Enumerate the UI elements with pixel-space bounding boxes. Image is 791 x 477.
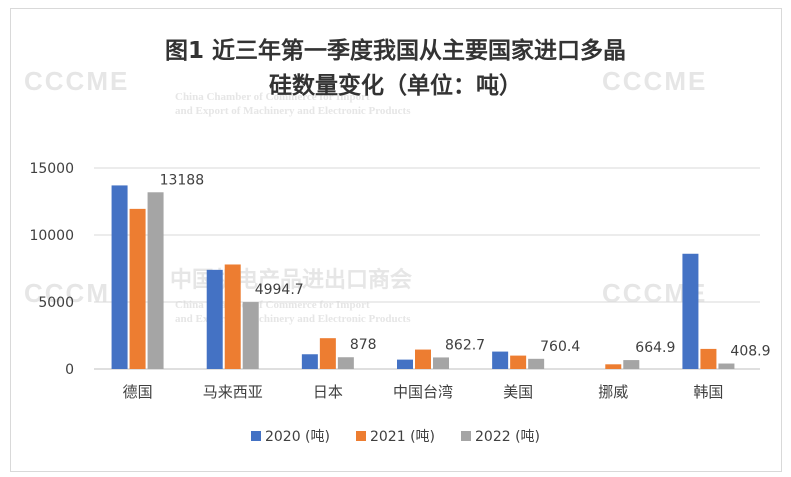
y-tick-label: 15000	[29, 161, 74, 177]
bar-德国-2022 (吨)	[147, 192, 164, 369]
y-axis-ticks: 0 5000 10000 15000	[29, 161, 74, 378]
legend-item-2022: 2022 (吨)	[461, 426, 540, 446]
legend-label-2021: 2021 (吨)	[369, 429, 435, 445]
bar-马来西亚-2021 (吨)	[224, 264, 241, 369]
bar-中国台湾-2021 (吨)	[415, 349, 431, 369]
category-label: 德国	[123, 383, 153, 401]
legend: 2020 (吨) 2021 (吨) 2022 (吨)	[0, 426, 791, 446]
bar-挪威-2021 (吨)	[605, 364, 622, 369]
bar-中国台湾-2020 (吨)	[397, 359, 413, 369]
legend-item-2020: 2020 (吨)	[250, 426, 330, 446]
y-tick-label: 0	[65, 362, 74, 378]
chart-title-line1: 图1 近三年第一季度我国从主要国家进口多晶	[164, 38, 626, 64]
bars	[111, 185, 735, 369]
bar-马来西亚-2020 (吨)	[206, 269, 223, 369]
data-label: 664.9	[635, 340, 675, 356]
bar-马来西亚-2022 (吨)	[242, 302, 259, 369]
chart-title: 图1 近三年第一季度我国从主要国家进口多晶 硅数量变化（单位：吨）	[0, 34, 791, 104]
legend-label-2022: 2022 (吨)	[475, 429, 541, 445]
bar-韩国-2020 (吨)	[682, 253, 699, 369]
bar-美国-2022 (吨)	[528, 358, 545, 369]
legend-label-2020: 2020 (吨)	[264, 429, 330, 445]
legend-swatch-2020	[250, 431, 261, 441]
chart-title-line2: 硅数量变化（单位：吨）	[269, 73, 522, 99]
bar-日本-2020 (吨)	[301, 354, 318, 369]
legend-swatch-2022	[461, 431, 471, 441]
data-label: 760.4	[540, 339, 580, 355]
category-labels: 德国 马来西亚 日本 中国台湾 美国 挪威 韩国	[123, 383, 724, 401]
category-label: 美国	[503, 383, 533, 401]
bar-挪威-2022 (吨)	[623, 360, 640, 369]
bar-美国-2021 (吨)	[510, 355, 527, 369]
category-label: 韩国	[693, 383, 723, 401]
data-label: 13188	[160, 172, 205, 188]
category-label: 日本	[313, 383, 343, 401]
bar-日本-2022 (吨)	[337, 357, 354, 369]
data-label: 878	[350, 337, 377, 353]
bar-韩国-2022 (吨)	[718, 363, 735, 369]
y-tick-label: 5000	[38, 295, 74, 311]
data-label: 4994.7	[255, 282, 304, 298]
category-label: 马来西亚	[203, 383, 263, 401]
bar-日本-2021 (吨)	[319, 338, 336, 369]
bar-中国台湾-2022 (吨)	[433, 357, 449, 369]
legend-item-2021: 2021 (吨)	[355, 426, 435, 446]
category-label: 挪威	[598, 383, 628, 401]
y-tick-label: 10000	[29, 228, 74, 244]
data-label: 862.7	[445, 337, 485, 353]
bar-德国-2020 (吨)	[111, 185, 128, 369]
bar-美国-2020 (吨)	[492, 351, 509, 369]
category-label: 中国台湾	[393, 383, 453, 401]
gridlines	[94, 167, 760, 370]
data-labels: 13188 4994.7 878 862.7 760.4 664.9 408.9	[160, 172, 771, 359]
bar-德国-2021 (吨)	[129, 208, 146, 369]
legend-swatch-2021	[355, 431, 366, 441]
bar-韩国-2021 (吨)	[700, 348, 717, 369]
data-label: 408.9	[730, 344, 770, 360]
